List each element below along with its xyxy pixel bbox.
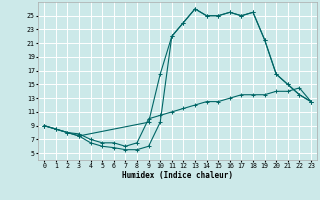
X-axis label: Humidex (Indice chaleur): Humidex (Indice chaleur)	[122, 171, 233, 180]
